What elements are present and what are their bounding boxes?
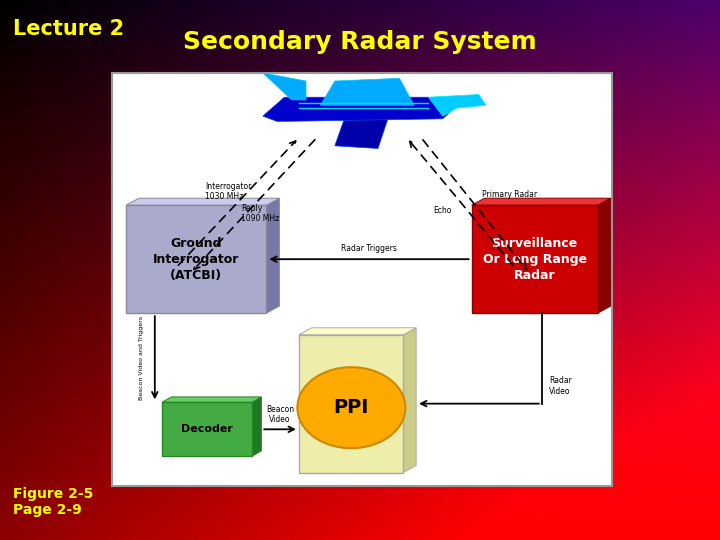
Polygon shape <box>335 105 392 148</box>
Text: Echo: Echo <box>433 206 452 215</box>
Polygon shape <box>598 198 611 313</box>
Polygon shape <box>472 198 611 205</box>
Text: Ground
Interrogator
(ATCBI): Ground Interrogator (ATCBI) <box>153 237 239 282</box>
Polygon shape <box>252 397 261 456</box>
Polygon shape <box>428 94 486 116</box>
Text: Beacon
Video: Beacon Video <box>266 404 294 424</box>
Bar <box>472 205 598 313</box>
Text: Primary Radar: Primary Radar <box>482 190 538 199</box>
Text: Secondary Radar System: Secondary Radar System <box>183 30 537 53</box>
Polygon shape <box>263 97 457 122</box>
Circle shape <box>297 367 405 448</box>
Polygon shape <box>126 198 279 205</box>
Polygon shape <box>263 73 306 100</box>
Text: Radar Triggers: Radar Triggers <box>341 244 397 253</box>
Text: PPI: PPI <box>333 398 369 417</box>
Text: Lecture 2: Lecture 2 <box>13 19 124 39</box>
Polygon shape <box>266 198 279 313</box>
Bar <box>126 205 266 313</box>
Bar <box>299 335 403 472</box>
Bar <box>162 402 252 456</box>
Text: Surveillance
Or Long Range
Radar: Surveillance Or Long Range Radar <box>482 237 587 282</box>
Text: Reply
1090 MHz: Reply 1090 MHz <box>241 204 279 223</box>
Polygon shape <box>320 78 414 105</box>
Bar <box>112 73 612 486</box>
Text: Interrogator
1030 MHz: Interrogator 1030 MHz <box>205 182 251 201</box>
Polygon shape <box>162 397 261 402</box>
Text: Radar
Video: Radar Video <box>549 376 572 395</box>
Text: Beacon Video and Triggers: Beacon Video and Triggers <box>140 316 144 400</box>
Polygon shape <box>299 328 416 335</box>
Text: Decoder: Decoder <box>181 424 233 434</box>
Polygon shape <box>403 328 416 472</box>
Text: Figure 2-5
Page 2-9: Figure 2-5 Page 2-9 <box>13 487 94 517</box>
